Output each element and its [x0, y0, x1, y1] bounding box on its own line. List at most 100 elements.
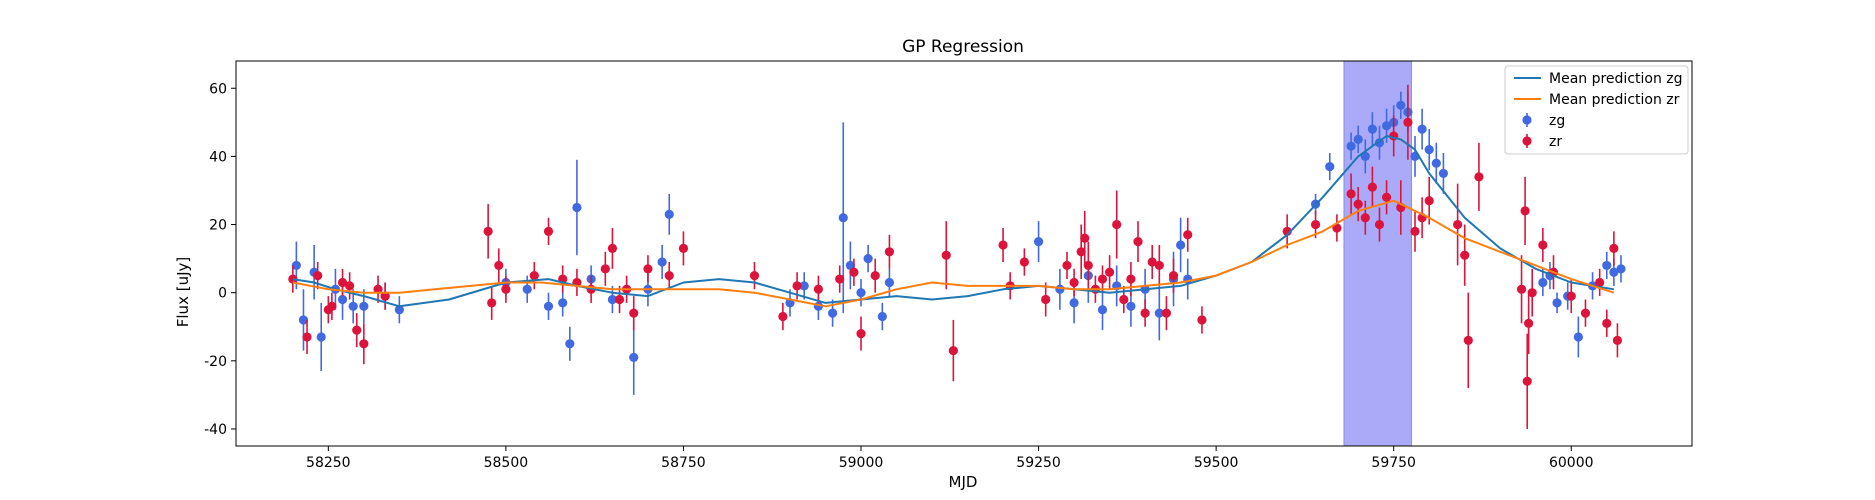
legend-swatch-marker: [1522, 115, 1532, 125]
data-point: [863, 254, 873, 264]
data-point: [600, 264, 610, 274]
data-point: [483, 226, 493, 236]
data-point: [1353, 199, 1363, 209]
data-point: [1580, 308, 1591, 318]
line-Mean prediction zg: [292, 135, 1615, 308]
data-point: [884, 247, 895, 257]
data-point: [1176, 240, 1186, 250]
data-point: [1097, 305, 1108, 315]
data-point: [1126, 274, 1136, 284]
data-point: [1076, 247, 1086, 257]
data-point: [629, 352, 639, 363]
data-point: [1069, 277, 1079, 288]
data-point: [1552, 298, 1562, 308]
legend-swatch-marker: [1522, 136, 1532, 146]
data-point: [1524, 318, 1534, 328]
data-point: [607, 243, 618, 253]
data-point: [291, 260, 301, 271]
data-point: [529, 271, 539, 281]
data-point: [664, 209, 674, 219]
data-point: [522, 284, 532, 294]
axes: 58250 58500 58750 59000 59250 59500 59750 60000…: [204, 60, 1693, 471]
x-tick-label: 59500: [1194, 455, 1239, 471]
x-tick-label: 58750: [661, 455, 706, 471]
data-point: [1410, 226, 1420, 236]
x-tick-label: 58250: [306, 455, 351, 471]
data-point: [1083, 260, 1093, 271]
data-point: [558, 298, 568, 308]
data-point: [1105, 267, 1115, 277]
data-point: [870, 271, 880, 281]
data-point: [607, 294, 618, 305]
data-point: [313, 271, 323, 281]
data-point: [845, 260, 855, 271]
data-point: [1069, 298, 1079, 308]
data-point: [1168, 271, 1179, 281]
data-point: [1474, 172, 1484, 182]
data-point: [1616, 264, 1626, 274]
data-point: [838, 213, 848, 223]
data-point: [998, 240, 1008, 250]
data-point: [1396, 100, 1406, 110]
data-point: [1353, 134, 1363, 144]
legend-label: zg: [1549, 113, 1565, 129]
y-axis-label: Flux [uJy]: [174, 257, 192, 327]
legend: Mean prediction zg Mean prediction zr zg zr: [1504, 65, 1689, 155]
data-point: [1463, 335, 1473, 345]
data-point: [792, 281, 802, 291]
data-point: [1360, 213, 1370, 223]
data-point: [359, 301, 369, 311]
data-point: [678, 243, 689, 253]
data-point: [778, 311, 788, 322]
data-point: [337, 294, 348, 305]
data-point: [1346, 141, 1356, 151]
chart-title: GP Regression: [902, 37, 1024, 57]
x-tick-label: 60000: [1549, 455, 1594, 471]
data-point: [849, 267, 859, 277]
data-point: [1460, 250, 1470, 260]
data-point: [572, 202, 582, 213]
legend-label: zr: [1549, 134, 1562, 150]
data-point: [1112, 219, 1122, 230]
data-point: [1310, 219, 1321, 230]
data-point: [565, 339, 575, 349]
data-point: [487, 298, 497, 308]
data-point: [1522, 376, 1532, 386]
legend-label: Mean prediction zr: [1549, 92, 1680, 108]
data-point: [380, 291, 390, 301]
data-point: [1573, 332, 1583, 342]
axes-frame: [235, 60, 1693, 447]
data-point: [877, 311, 887, 322]
data-point: [1097, 274, 1108, 284]
data-point: [1033, 236, 1044, 247]
data-point: [1609, 267, 1619, 277]
data-point: [1041, 294, 1051, 305]
data-point: [327, 301, 337, 311]
y-tick-label: -40: [204, 422, 227, 438]
data-point: [1417, 124, 1427, 134]
data-point: [1140, 308, 1150, 318]
data-point: [501, 284, 511, 294]
data-point: [643, 264, 653, 274]
data-point: [298, 315, 309, 325]
x-tick-label: 58500: [484, 455, 529, 471]
data-point: [1055, 284, 1065, 294]
data-point: [614, 294, 625, 305]
x-tick-label: 59750: [1371, 455, 1416, 471]
data-point: [1019, 257, 1029, 267]
data-point: [1381, 121, 1392, 131]
data-point: [348, 301, 358, 311]
data-point: [1403, 117, 1413, 127]
data-point: [1119, 294, 1129, 305]
data-point: [1147, 257, 1157, 267]
data-point: [856, 288, 866, 298]
data-point: [345, 281, 355, 291]
data-point: [629, 308, 639, 318]
data-point: [394, 305, 404, 315]
y-tick-label: 0: [218, 286, 227, 302]
data-point: [884, 277, 895, 288]
data-point: [1612, 335, 1623, 345]
data-point: [1453, 219, 1463, 230]
data-point: [1197, 315, 1207, 325]
